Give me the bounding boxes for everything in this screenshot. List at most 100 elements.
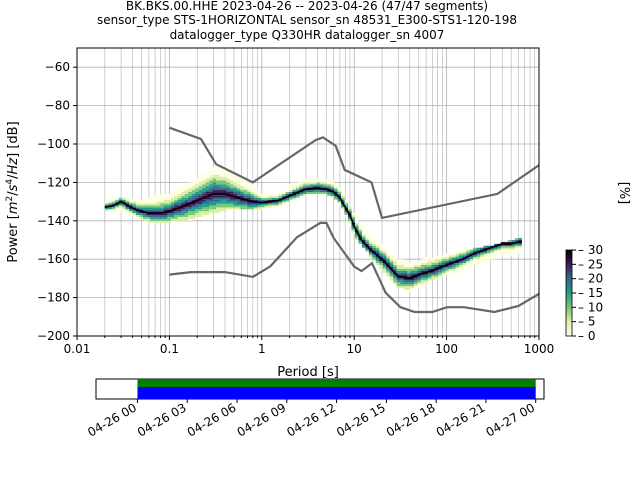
density-cell bbox=[400, 261, 404, 264]
density-cell bbox=[202, 207, 206, 210]
density-cell bbox=[341, 193, 345, 196]
density-cell bbox=[163, 207, 168, 210]
density-cell bbox=[424, 264, 429, 267]
density-cell bbox=[469, 264, 474, 267]
density-cell bbox=[407, 278, 411, 281]
density-cell bbox=[209, 174, 213, 177]
density-cell bbox=[247, 192, 251, 194]
density-cell bbox=[181, 188, 185, 191]
density-cell bbox=[143, 216, 147, 219]
density-cell bbox=[146, 218, 151, 221]
density-cell bbox=[393, 268, 397, 271]
density-cell bbox=[198, 184, 203, 187]
density-cell bbox=[455, 266, 460, 269]
density-cell bbox=[174, 209, 178, 212]
density-cell bbox=[281, 190, 286, 192]
density-cell bbox=[372, 259, 376, 262]
density-cell bbox=[379, 259, 383, 262]
density-cell bbox=[483, 261, 488, 264]
density-cell bbox=[441, 259, 446, 262]
density-cell bbox=[212, 201, 217, 204]
density-cell bbox=[132, 201, 137, 204]
density-cell bbox=[445, 255, 449, 258]
density-cell bbox=[511, 245, 515, 248]
density-cell bbox=[410, 288, 415, 290]
density-cell bbox=[424, 280, 429, 283]
density-cell bbox=[434, 259, 439, 262]
density-cell bbox=[188, 186, 192, 189]
density-cell bbox=[313, 186, 317, 189]
density-cell bbox=[337, 201, 342, 204]
density-cell bbox=[410, 278, 415, 281]
density-cell bbox=[205, 192, 210, 194]
density-cell bbox=[191, 190, 196, 192]
density-cell bbox=[414, 261, 418, 264]
density-cell bbox=[389, 263, 394, 265]
density-cell bbox=[375, 251, 380, 254]
density-cell bbox=[500, 251, 505, 254]
density-cell bbox=[174, 205, 178, 208]
density-cell bbox=[316, 178, 321, 181]
density-cell bbox=[205, 213, 210, 216]
density-cell bbox=[455, 255, 460, 258]
density-cell bbox=[400, 278, 404, 281]
density-cell bbox=[212, 176, 217, 179]
density-cell bbox=[261, 195, 265, 198]
density-cell bbox=[191, 199, 196, 202]
density-cell bbox=[139, 213, 144, 216]
density-cell bbox=[226, 201, 231, 204]
density-cell bbox=[382, 249, 387, 252]
density-cell bbox=[386, 253, 390, 256]
density-cell bbox=[448, 261, 453, 264]
density-cell bbox=[268, 201, 272, 204]
density-cell bbox=[177, 216, 182, 219]
density-cell bbox=[382, 257, 387, 260]
density-cell bbox=[368, 255, 373, 258]
density-cell bbox=[240, 180, 244, 183]
density-cell bbox=[205, 190, 210, 192]
density-cell bbox=[462, 259, 467, 262]
density-cell bbox=[396, 259, 401, 262]
title-line-2: sensor_type STS-1HORIZONTAL sensor_sn 48… bbox=[97, 13, 517, 27]
density-cell bbox=[386, 270, 390, 273]
density-cell bbox=[438, 274, 443, 277]
density-cell bbox=[295, 188, 300, 191]
density-cell bbox=[205, 186, 210, 189]
density-cell bbox=[441, 272, 446, 275]
density-cell bbox=[459, 263, 463, 265]
density-cell bbox=[389, 257, 394, 260]
density-cell bbox=[500, 247, 505, 250]
density-cell bbox=[431, 278, 436, 281]
density-cell bbox=[163, 216, 168, 219]
density-cell bbox=[163, 205, 168, 208]
density-cell bbox=[229, 205, 234, 208]
density-cell bbox=[403, 261, 408, 264]
density-cell bbox=[226, 174, 231, 177]
y-tick-label: −60 bbox=[45, 60, 70, 74]
density-cell bbox=[452, 268, 456, 271]
density-cell bbox=[125, 203, 130, 206]
density-cell bbox=[195, 193, 199, 196]
density-cell bbox=[160, 197, 165, 200]
density-cell bbox=[372, 257, 376, 260]
density-cell bbox=[215, 180, 220, 183]
density-cell bbox=[309, 192, 314, 194]
density-cell bbox=[167, 199, 172, 202]
density-cell bbox=[174, 190, 178, 192]
density-cell bbox=[188, 205, 192, 208]
density-cell bbox=[219, 197, 224, 200]
density-cell bbox=[268, 203, 272, 206]
density-cell bbox=[108, 201, 112, 204]
density-cell bbox=[222, 184, 227, 187]
density-cell bbox=[493, 249, 498, 252]
density-cell bbox=[129, 213, 133, 216]
density-cell bbox=[202, 211, 206, 214]
density-cell bbox=[170, 197, 175, 200]
density-cell bbox=[275, 193, 279, 196]
density-cell bbox=[219, 178, 224, 181]
density-cell bbox=[153, 201, 158, 204]
density-cell bbox=[229, 207, 234, 210]
density-cell bbox=[233, 174, 238, 177]
density-cell bbox=[389, 270, 394, 273]
x-tick-label: 1 bbox=[258, 342, 266, 356]
